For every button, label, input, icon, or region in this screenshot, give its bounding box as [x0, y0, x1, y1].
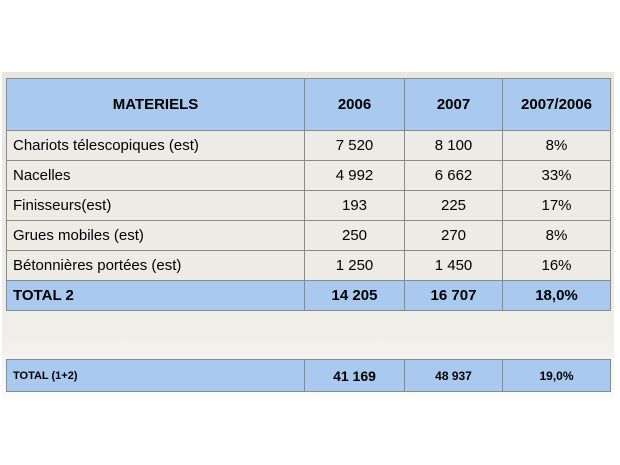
row-label: Bétonnières portées (est) [6, 250, 305, 281]
table-row: Bétonnières portées (est) 1 250 1 450 16… [6, 250, 611, 281]
row-label: Nacelles [6, 160, 305, 191]
row-ratio: 33% [502, 160, 611, 191]
row-2006: 1 250 [304, 250, 405, 281]
total-2007: 16 707 [404, 280, 503, 311]
row-ratio: 8% [502, 220, 611, 251]
row-2007: 8 100 [404, 130, 503, 161]
table-row: Finisseurs(est) 193 225 17% [6, 190, 611, 221]
row-ratio: 16% [502, 250, 611, 281]
header-ratio: 2007/2006 [502, 78, 611, 131]
total-label: TOTAL 2 [6, 280, 305, 311]
header-2006: 2006 [304, 78, 405, 131]
table-row: Nacelles 4 992 6 662 33% [6, 160, 611, 191]
table-row: Chariots télescopiques (est) 7 520 8 100… [6, 130, 611, 161]
row-ratio: 8% [502, 130, 611, 161]
row-label: Chariots télescopiques (est) [6, 130, 305, 161]
row-label: Grues mobiles (est) [6, 220, 305, 251]
table-row: Grues mobiles (est) 250 270 8% [6, 220, 611, 251]
header-2007: 2007 [404, 78, 503, 131]
row-2006: 4 992 [304, 160, 405, 191]
row-2006: 193 [304, 190, 405, 221]
total-2006: 14 205 [304, 280, 405, 311]
grand-total-label: TOTAL (1+2) [6, 359, 305, 392]
row-2007: 1 450 [404, 250, 503, 281]
row-2007: 225 [404, 190, 503, 221]
row-2007: 270 [404, 220, 503, 251]
materials-table: MATERIELS 2006 2007 2007/2006 Chariots t… [6, 78, 611, 311]
grand-total-ratio: 19,0% [502, 359, 611, 392]
row-2007: 6 662 [404, 160, 503, 191]
grand-total-2006: 41 169 [304, 359, 405, 392]
total-row: TOTAL 2 14 205 16 707 18,0% [6, 280, 611, 311]
total-ratio: 18,0% [502, 280, 611, 311]
table-header-row: MATERIELS 2006 2007 2007/2006 [6, 78, 611, 131]
grand-total-2007: 48 937 [404, 359, 503, 392]
grand-total-row: TOTAL (1+2) 41 169 48 937 19,0% [6, 359, 611, 392]
grand-total-table: TOTAL (1+2) 41 169 48 937 19,0% [6, 359, 611, 392]
row-2006: 250 [304, 220, 405, 251]
row-label: Finisseurs(est) [6, 190, 305, 221]
row-2006: 7 520 [304, 130, 405, 161]
header-materiels: MATERIELS [6, 78, 305, 131]
row-ratio: 17% [502, 190, 611, 221]
